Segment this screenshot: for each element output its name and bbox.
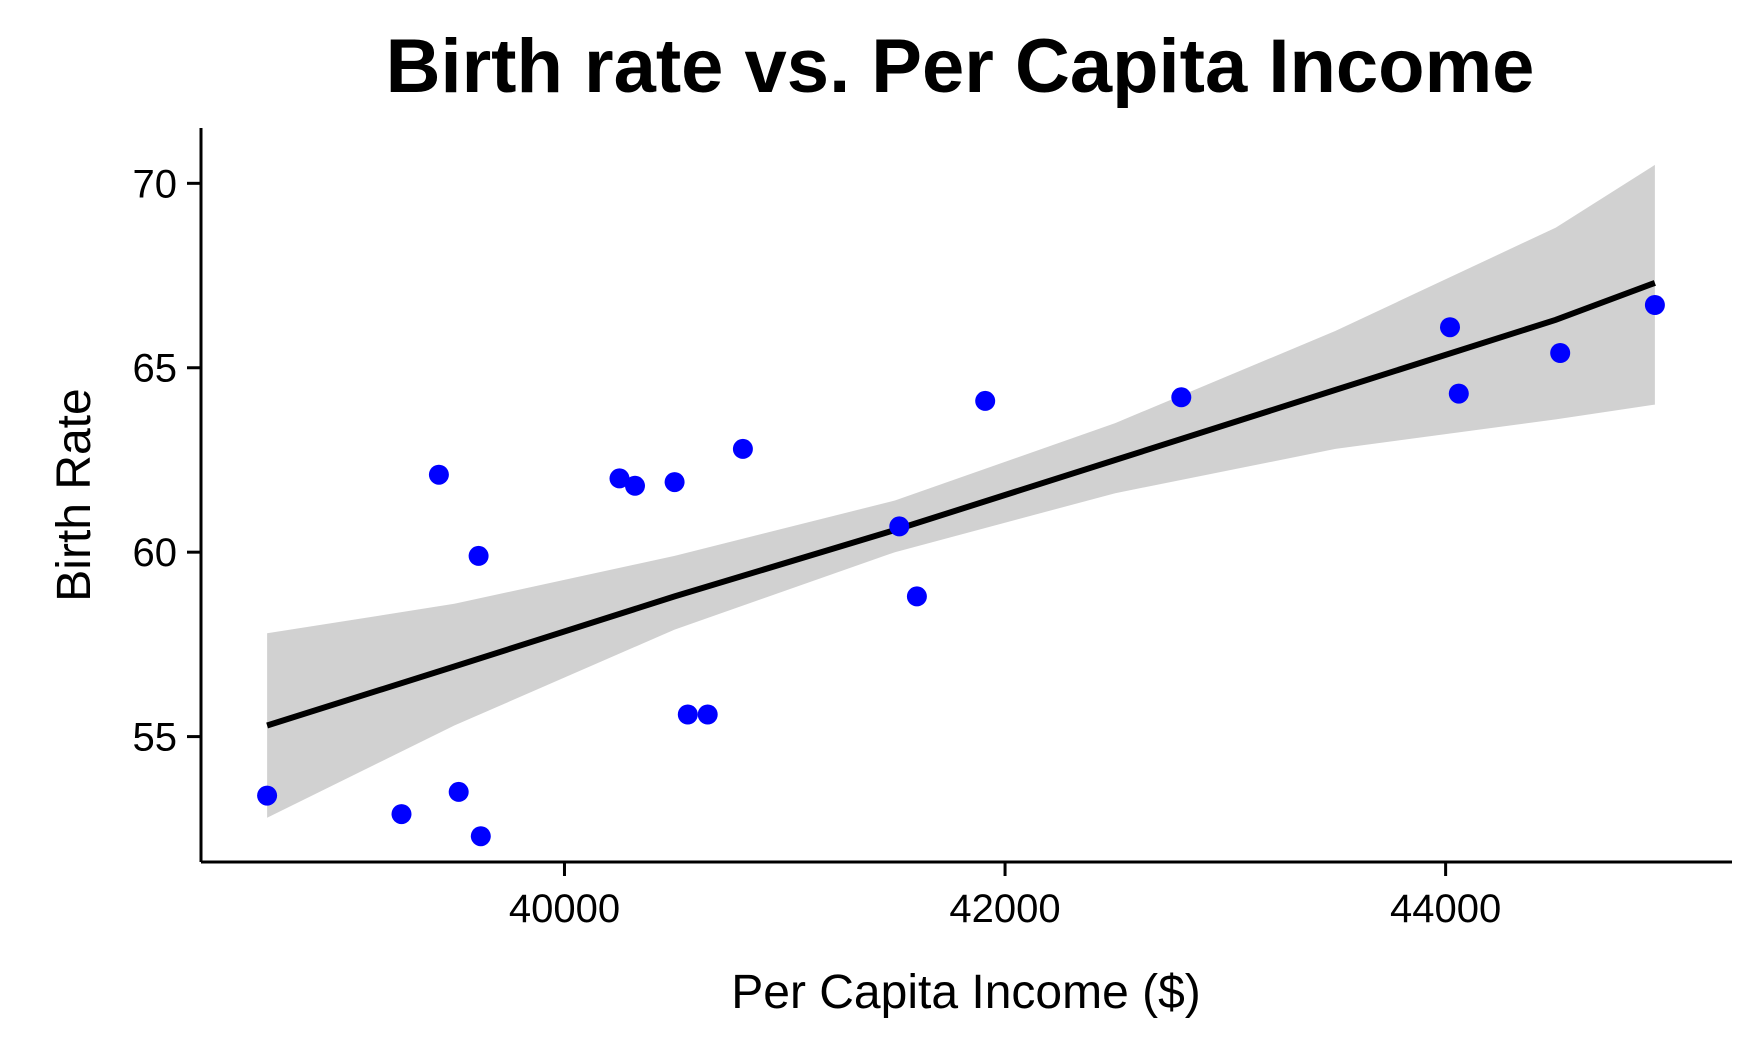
x-tick-label: 42000: [949, 887, 1060, 931]
y-axis-label: Birth Rate: [48, 388, 101, 601]
data-point: [975, 390, 996, 411]
y-tick-label: 55: [133, 716, 178, 760]
confidence-band: [267, 164, 1655, 818]
data-point: [609, 468, 630, 489]
regression-line: [266, 280, 1656, 729]
data-point: [1171, 387, 1192, 408]
data-point: [468, 545, 489, 566]
x-tick-label: 44000: [1390, 887, 1501, 931]
data-point: [1644, 295, 1665, 315]
data-point: [889, 516, 910, 537]
data-point: [906, 586, 927, 607]
data-point: [1440, 317, 1460, 338]
data-point: [697, 704, 718, 725]
data-point: [1550, 343, 1571, 363]
y-tick-label: 60: [133, 531, 178, 575]
data-point: [470, 826, 491, 847]
data-point: [664, 472, 685, 493]
data-point: [257, 785, 278, 806]
data-point: [625, 475, 645, 496]
plot-area: [257, 164, 1665, 847]
data-point: [677, 704, 698, 725]
data-point: [732, 438, 753, 459]
x-axis-ticks: 40000 42000 44000: [509, 862, 1501, 931]
data-point: [1448, 383, 1469, 404]
y-tick-label: 65: [133, 347, 178, 391]
y-axis-ticks: 55 60 65 70: [133, 162, 201, 760]
chart-title: Birth rate vs. Per Capita Income: [386, 24, 1535, 109]
data-point: [448, 781, 469, 802]
x-tick-label: 40000: [509, 887, 620, 931]
y-tick-label: 70: [133, 162, 178, 206]
x-axis-label: Per Capita Income ($): [731, 966, 1201, 1019]
data-point: [428, 464, 449, 485]
data-point: [391, 804, 412, 825]
